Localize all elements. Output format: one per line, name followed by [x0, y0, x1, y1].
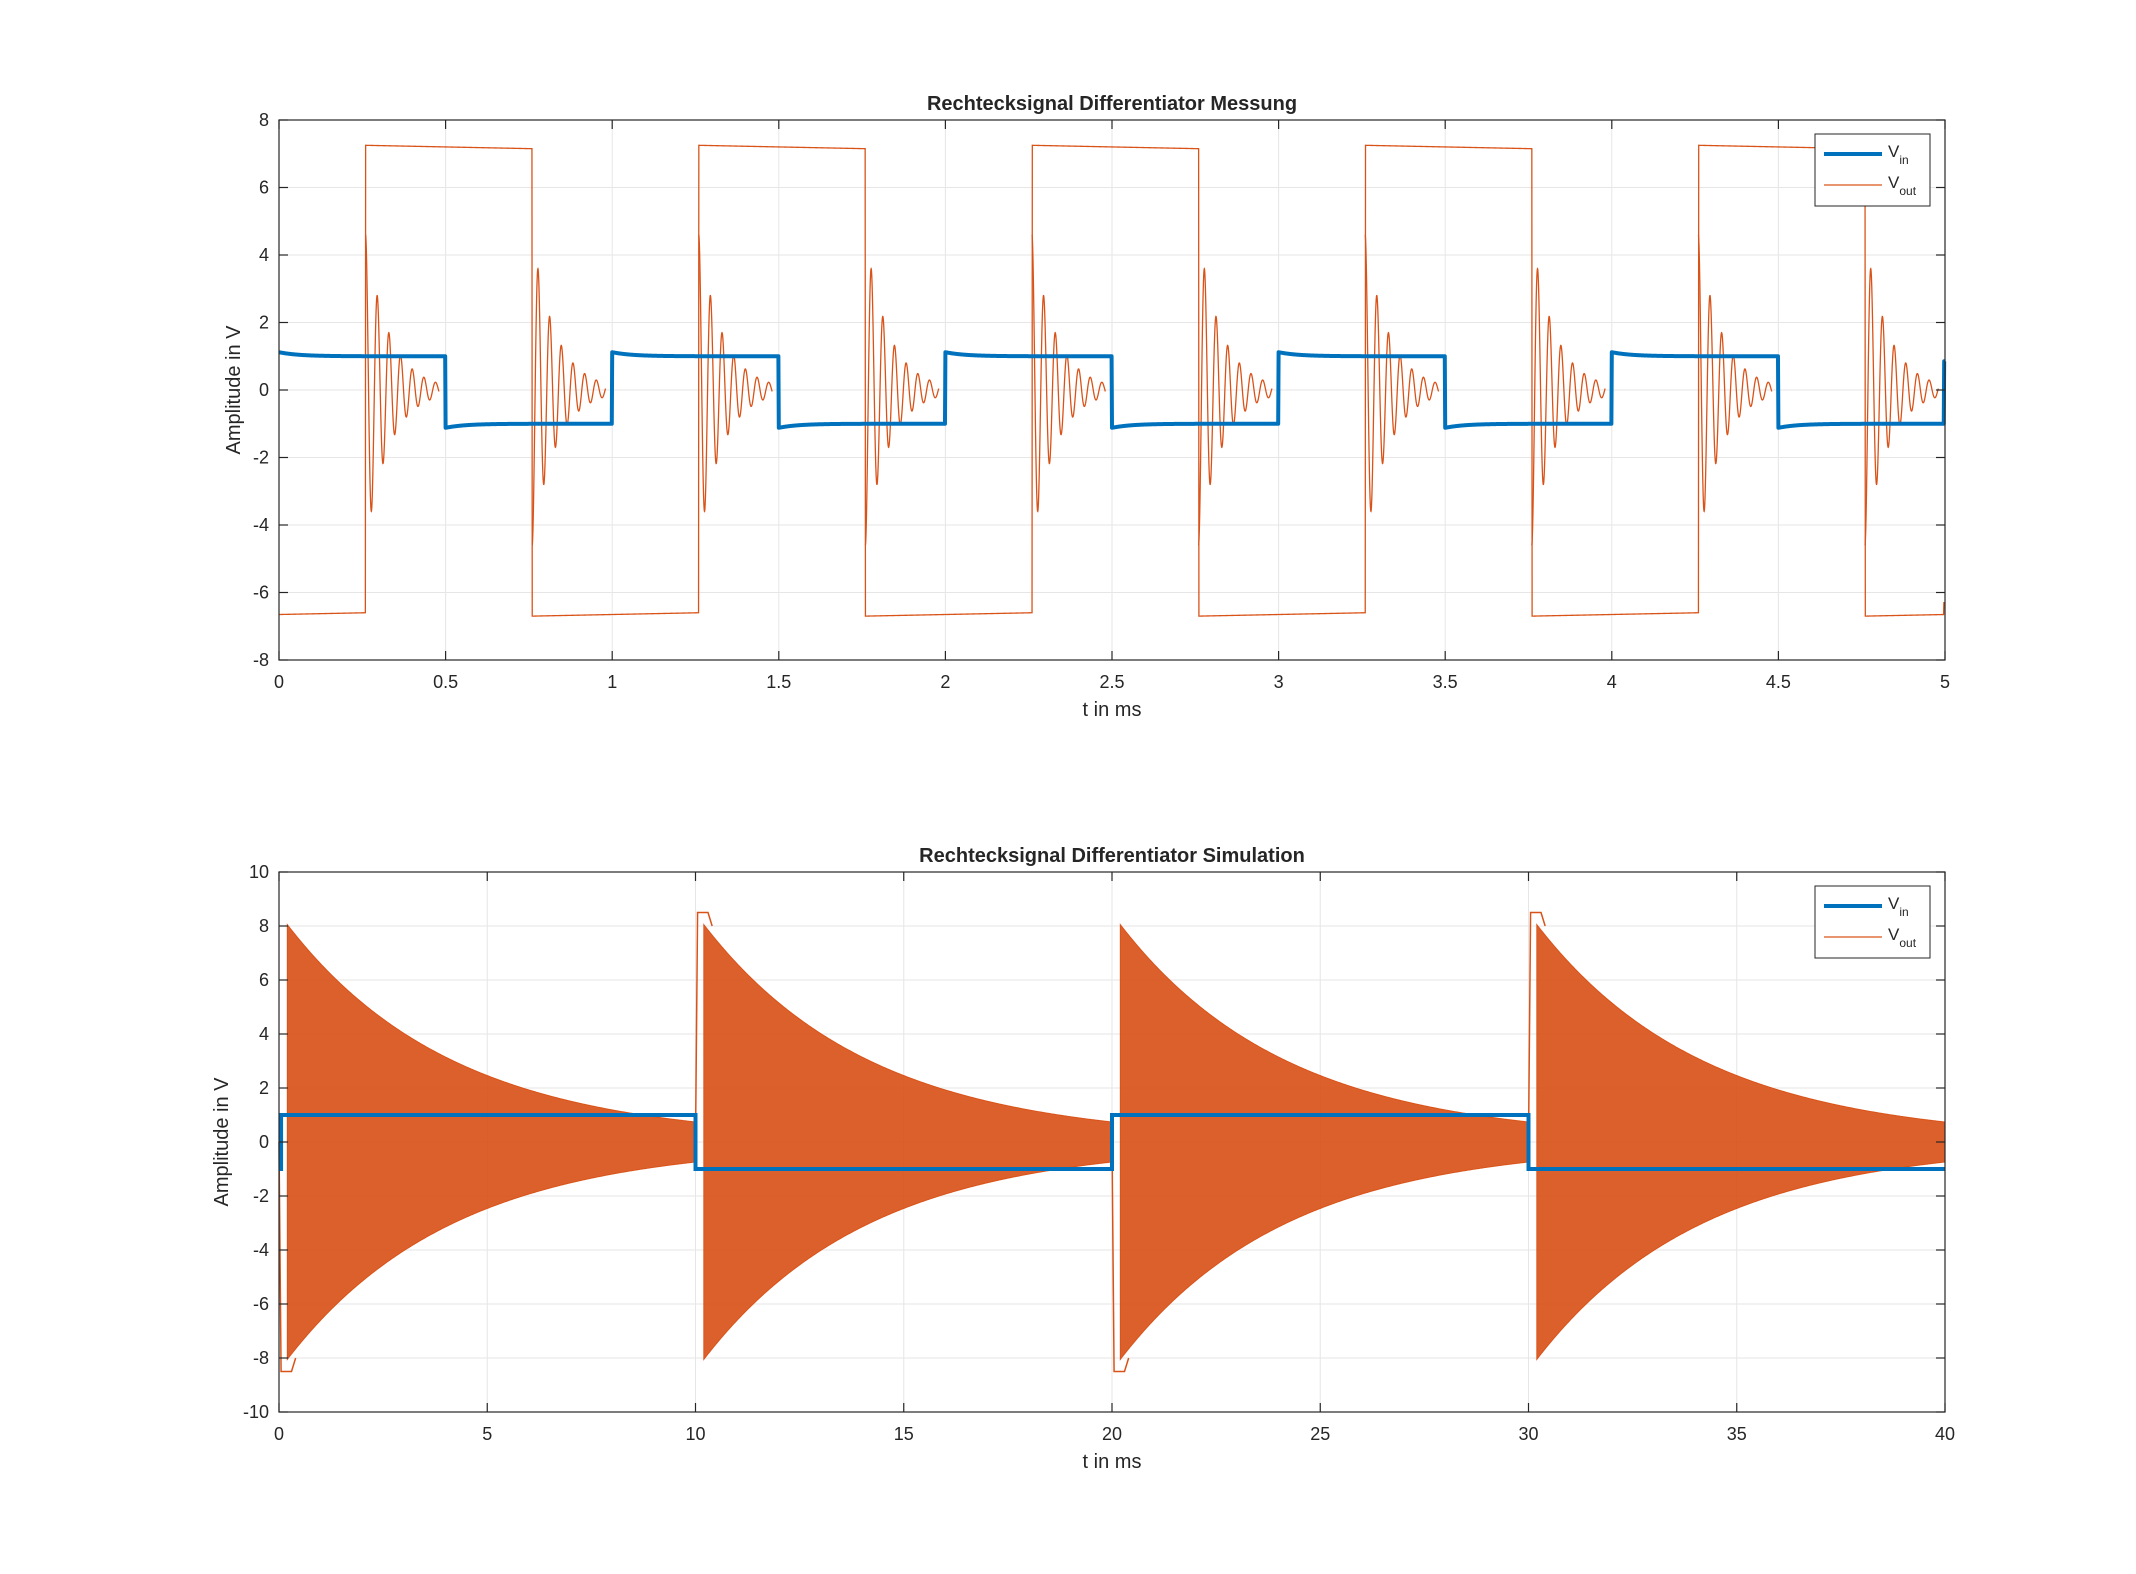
- y-tick-label: 8: [259, 110, 269, 130]
- legend-label-vin-sim: V: [1888, 894, 1900, 913]
- y-tick-label: 8: [259, 916, 269, 936]
- legend-sub-vin-sim: in: [1899, 905, 1908, 919]
- y-tick-label: 0: [259, 380, 269, 400]
- vout-edge-spike-simulation: [1111, 1141, 1130, 1373]
- y-tick-label: 0: [259, 1132, 269, 1152]
- x-tick-label: 4: [1607, 672, 1617, 692]
- x-tick-label: 10: [685, 1424, 705, 1444]
- x-tick-label: 1.5: [766, 672, 791, 692]
- x-tick-label: 35: [1727, 1424, 1747, 1444]
- y-tick-label: -4: [253, 1240, 269, 1260]
- vin-line-measurement: [277, 350, 1947, 430]
- y-tick-label: 4: [259, 245, 269, 265]
- x-tick-label: 5: [482, 1424, 492, 1444]
- vout-edge-spike-simulation: [1527, 911, 1546, 1143]
- y-tick-label: -10: [243, 1402, 269, 1422]
- vout-edge-spike-simulation: [694, 911, 713, 1143]
- ticks-simulation: 0 5 10 15 20 25 30 35 40 -10 -8 -6 -4 -2 0 2 4 6 8 10: [243, 862, 1955, 1444]
- legend-label-vin: V: [1888, 142, 1900, 161]
- ticks-measurement: 0 0.5 1 1.5 2 2.5 3 3.5 4 4.5 5 -8 -6 -4 -2 0 2 4 6 8: [253, 110, 1950, 692]
- x-tick-label: 0: [274, 1424, 284, 1444]
- x-tick-label: 40: [1935, 1424, 1955, 1444]
- series-measurement: [277, 144, 1947, 617]
- legend-label-vout: V: [1888, 173, 1900, 192]
- x-tick-label: 1: [607, 672, 617, 692]
- legend-entry-vout-sim: Vout: [1888, 925, 1917, 950]
- x-tick-label: 2: [940, 672, 950, 692]
- x-tick-label: 3.5: [1433, 672, 1458, 692]
- x-tick-label: 4.5: [1766, 672, 1791, 692]
- x-tick-label: 25: [1310, 1424, 1330, 1444]
- chart-title-simulation: Rechtecksignal Differentiator Simulation: [919, 845, 1305, 867]
- x-tick-label: 5: [1940, 672, 1950, 692]
- y-tick-label: 2: [259, 1078, 269, 1098]
- y-tick-label: -6: [253, 1294, 269, 1314]
- y-axis-label-simulation: Amplitude in V: [211, 1077, 233, 1207]
- chart-measurement: 0 0.5 1 1.5 2 2.5 3 3.5 4 4.5 5 -8 -6 -4 -2 0 2 4 6 8 Recht…: [223, 93, 1950, 721]
- x-tick-label: 2.5: [1099, 672, 1124, 692]
- x-tick-label: 3: [1274, 672, 1284, 692]
- y-tick-label: -6: [253, 583, 269, 603]
- x-tick-label: 20: [1102, 1424, 1122, 1444]
- legend-measurement: Vin Vout: [1814, 133, 1931, 207]
- legend-simulation: Vin Vout: [1814, 885, 1931, 959]
- x-tick-label: 15: [894, 1424, 914, 1444]
- y-tick-label: 6: [259, 970, 269, 990]
- x-axis-label-simulation: t in ms: [1083, 1451, 1142, 1473]
- chart-simulation: 0 5 10 15 20 25 30 35 40 -10 -8 -6 -4 -2 0 2 4 6 8 10 Recht…: [211, 845, 1955, 1473]
- legend-entry-vin: Vin: [1888, 142, 1909, 167]
- x-tick-label: 0: [274, 672, 284, 692]
- legend-entry-vout: Vout: [1888, 173, 1917, 198]
- x-axis-label-measurement: t in ms: [1083, 699, 1142, 721]
- legend-entry-vin-sim: Vin: [1888, 894, 1909, 919]
- y-tick-label: -4: [253, 515, 269, 535]
- legend-sub-vout: out: [1899, 184, 1916, 198]
- legend-sub-vout-sim: out: [1899, 936, 1916, 950]
- legend-box-simulation: [1814, 885, 1931, 959]
- y-tick-label: -2: [253, 448, 269, 468]
- vout-ringing-measurement: [364, 234, 1939, 546]
- y-axis-label-measurement: Amplitude in V: [223, 325, 245, 455]
- y-tick-label: 6: [259, 178, 269, 198]
- vout-line-measurement: [279, 144, 1945, 617]
- y-tick-label: -2: [253, 1186, 269, 1206]
- legend-label-vout-sim: V: [1888, 925, 1900, 944]
- vout-edge-spike-simulation: [278, 1141, 297, 1373]
- x-tick-label: 30: [1518, 1424, 1538, 1444]
- y-tick-label: 4: [259, 1024, 269, 1044]
- y-tick-label: -8: [253, 1348, 269, 1368]
- y-tick-label: 10: [249, 862, 269, 882]
- legend-box-measurement: [1814, 133, 1931, 207]
- y-tick-label: -8: [253, 650, 269, 670]
- x-tick-label: 0.5: [433, 672, 458, 692]
- legend-sub-vin: in: [1899, 153, 1908, 167]
- y-tick-label: 2: [259, 313, 269, 333]
- chart-title-measurement: Rechtecksignal Differentiator Messung: [927, 93, 1297, 115]
